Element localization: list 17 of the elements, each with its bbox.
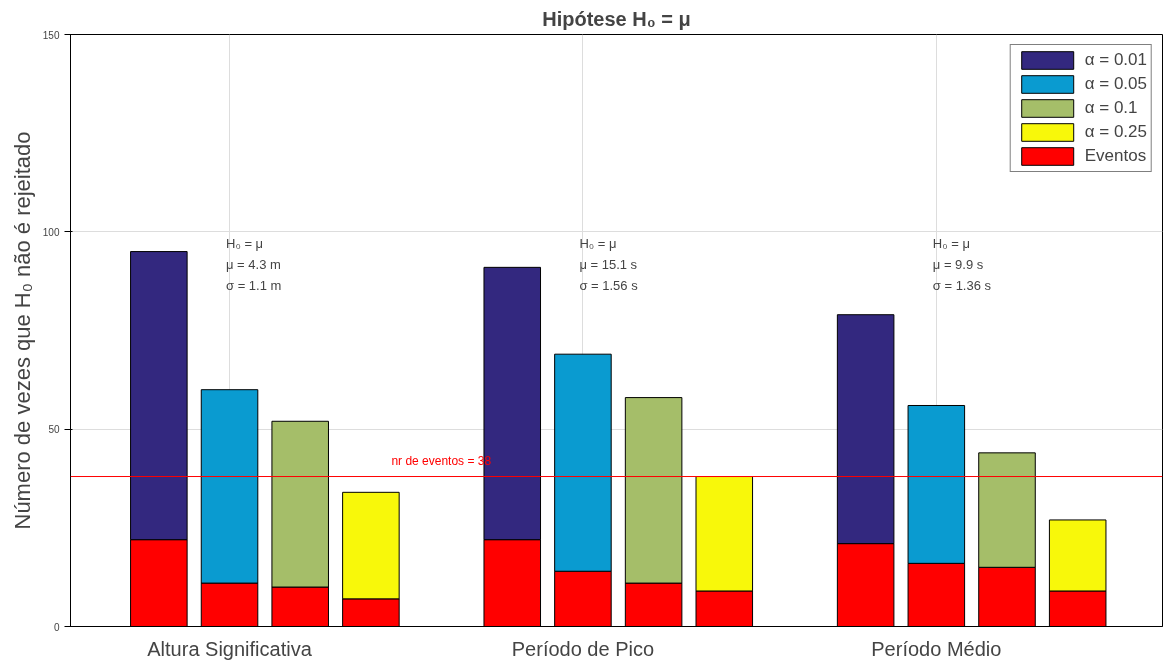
x-tick-label: Período Médio (871, 637, 1002, 660)
chart-title: Hipótese H₀ = μ (542, 7, 691, 30)
annotation: H₀ = μ μ = 15.1 s σ = 1.56 s (579, 235, 639, 293)
annotation: H₀ = μ μ = 9.9 s σ = 1.36 s (932, 235, 992, 293)
y-tick-label: 50 (48, 424, 60, 436)
legend-label: α = 0.25 (1084, 122, 1147, 142)
y-tick-label: 0 (53, 621, 60, 633)
legend-label: α = 0.05 (1084, 74, 1147, 94)
y-tick-label: 150 (42, 29, 60, 41)
legend-label: Eventos (1084, 146, 1147, 166)
x-tick-label: Altura Significativa (147, 637, 313, 660)
legend-label: α = 0.01 (1084, 50, 1147, 70)
y-tick-label: 100 (42, 226, 60, 238)
x-tick-label: Período de Pico (511, 637, 655, 660)
y-axis-title: Número de vezes que H₀ não é rejeitado (9, 131, 35, 530)
annotation: H₀ = μ μ = 4.3 m σ = 1.1 m (226, 235, 282, 293)
legend-label: α = 0.1 (1084, 98, 1138, 118)
